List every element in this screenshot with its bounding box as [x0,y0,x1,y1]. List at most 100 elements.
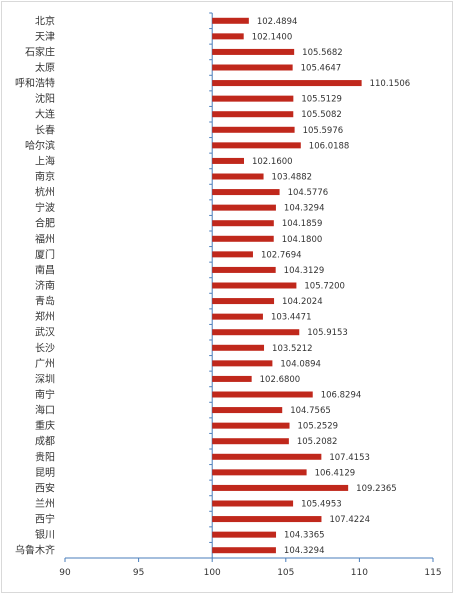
bar [212,266,276,273]
category-label: 济南 [35,279,55,292]
bar [212,17,249,24]
category-label: 哈尔滨 [25,139,55,152]
data-label: 104.3294 [284,546,325,556]
category-label: 杭州 [35,186,55,199]
bar [212,391,313,398]
data-label: 105.4647 [301,64,342,74]
bar [212,453,322,460]
data-label: 103.4471 [271,313,312,323]
data-label: 106.8294 [321,391,362,401]
bar [212,111,294,118]
data-label: 104.2024 [282,297,323,307]
bar [212,531,277,538]
x-tick-label: 110 [351,568,368,578]
bar [212,64,293,71]
data-label: 105.5082 [301,110,342,120]
category-label: 广州 [35,358,55,370]
bar [212,95,294,102]
bar [212,438,289,445]
category-label: 西安 [35,481,55,494]
bar [212,344,265,351]
x-tick-label: 105 [277,568,294,578]
category-label: 大连 [35,108,55,121]
category-label: 厦门 [35,248,55,261]
category-label: 沈阳 [35,92,55,105]
data-label: 102.6800 [260,375,301,385]
bar [212,126,295,133]
bar [212,157,244,164]
bar [212,251,253,258]
category-label: 乌鲁木齐 [15,544,55,557]
data-label: 105.7200 [304,282,345,292]
data-label: 103.4882 [272,173,313,183]
category-label: 郑州 [35,310,55,323]
category-label: 太原 [35,61,55,74]
bar [212,516,322,523]
category-label: 石家庄 [25,45,55,58]
bar [212,282,297,289]
category-label: 成都 [35,436,55,448]
bar [212,484,349,491]
category-label: 宁波 [35,201,55,214]
data-label: 105.2529 [298,422,339,432]
data-label: 105.5976 [303,126,344,136]
x-tick-label: 115 [424,568,441,578]
data-label: 102.1600 [252,157,293,167]
category-label: 昆明 [35,467,55,479]
data-label: 103.5212 [272,344,313,354]
category-label: 南昌 [35,263,55,276]
bar [212,375,252,382]
category-label: 重庆 [35,419,55,432]
category-label: 武汉 [35,326,55,339]
data-label: 105.2082 [297,437,338,447]
category-label: 西宁 [35,513,55,526]
data-label: 105.5682 [302,48,343,58]
category-label: 长沙 [35,342,55,354]
bar [212,547,276,554]
x-tick-label: 90 [59,568,71,578]
bar [212,469,307,476]
data-label: 106.0188 [309,141,350,151]
bar [212,173,264,180]
data-label: 105.9153 [307,328,348,338]
bar [212,220,274,227]
category-label: 深圳 [35,373,55,385]
category-label: 北京 [35,14,55,27]
bar [212,142,301,149]
category-label: 呼和浩特 [15,78,55,90]
category-label: 福州 [35,232,55,245]
data-label: 104.0894 [280,359,321,369]
bar [212,33,244,40]
data-label: 104.1859 [282,219,323,229]
bar [212,235,274,242]
data-label: 102.7694 [261,250,302,260]
data-label: 104.3129 [284,266,325,276]
bar [212,313,263,320]
category-label: 兰州 [35,497,55,510]
data-label: 107.4153 [329,453,370,463]
bar [212,360,273,367]
bar [212,204,276,211]
x-tick-label: 95 [133,568,144,578]
bar [212,189,280,196]
category-label: 上海 [35,154,55,167]
category-label: 贵阳 [35,450,55,463]
data-label: 104.5776 [288,188,329,198]
data-label: 104.1800 [282,235,323,245]
data-label: 104.7565 [290,406,331,416]
data-label: 102.4894 [257,17,298,27]
category-label: 南宁 [35,388,55,401]
data-label: 110.1506 [370,79,411,89]
category-label: 银川 [35,528,55,541]
data-label: 106.4129 [315,468,356,478]
category-label: 天津 [35,31,55,43]
category-label: 南京 [35,170,55,183]
category-label: 长春 [35,124,55,136]
data-label: 107.4224 [329,515,370,525]
bar [212,407,283,414]
data-label: 104.3294 [284,204,325,214]
category-label: 青岛 [35,295,55,308]
